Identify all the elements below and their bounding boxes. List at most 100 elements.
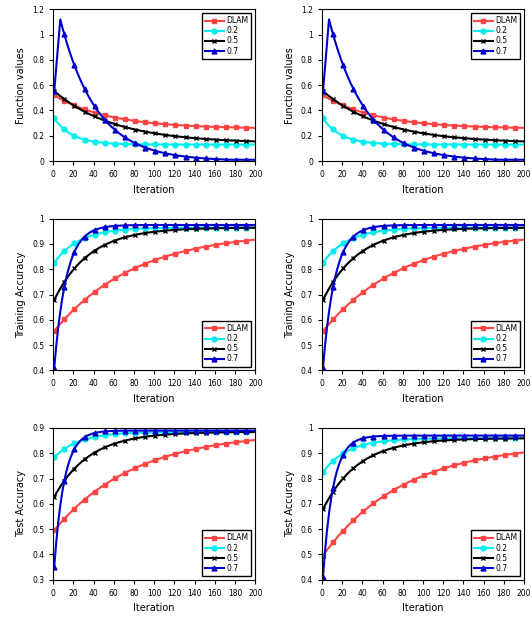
0.7 bbox=[51, 364, 57, 371]
0.5 bbox=[88, 451, 95, 458]
0.2 bbox=[252, 428, 259, 435]
Legend: DLAM, 0.2, 0.5, 0.7: DLAM, 0.2, 0.5, 0.7 bbox=[471, 13, 520, 59]
0.2 bbox=[504, 435, 510, 442]
DLAM bbox=[504, 124, 510, 131]
0.2 bbox=[105, 228, 111, 236]
0.7 bbox=[242, 221, 248, 229]
0.5 bbox=[51, 296, 57, 304]
DLAM bbox=[51, 92, 57, 99]
Legend: DLAM, 0.2, 0.5, 0.7: DLAM, 0.2, 0.5, 0.7 bbox=[202, 13, 252, 59]
0.7 bbox=[328, 495, 334, 503]
0.2 bbox=[51, 454, 57, 461]
0.5 bbox=[51, 87, 57, 95]
0.2 bbox=[332, 456, 338, 463]
0.5 bbox=[59, 94, 65, 101]
0.7 bbox=[105, 223, 111, 231]
Line: 0.5: 0.5 bbox=[321, 436, 527, 511]
0.2 bbox=[504, 141, 510, 148]
DLAM bbox=[88, 290, 95, 298]
0.5 bbox=[242, 224, 248, 231]
0.5 bbox=[252, 138, 259, 145]
0.5 bbox=[105, 240, 111, 247]
0.5 bbox=[332, 97, 338, 104]
0.7 bbox=[506, 156, 512, 164]
0.7 bbox=[57, 16, 63, 23]
0.2 bbox=[328, 249, 334, 257]
0.7 bbox=[521, 432, 527, 440]
Legend: DLAM, 0.2, 0.5, 0.7: DLAM, 0.2, 0.5, 0.7 bbox=[202, 321, 252, 366]
0.5 bbox=[242, 138, 248, 145]
0.2 bbox=[373, 140, 380, 147]
0.5 bbox=[51, 493, 57, 500]
DLAM bbox=[328, 318, 334, 326]
DLAM bbox=[521, 449, 527, 456]
Line: 0.7: 0.7 bbox=[321, 17, 527, 162]
Line: 0.5: 0.5 bbox=[52, 225, 257, 303]
0.2 bbox=[521, 141, 527, 148]
DLAM bbox=[357, 290, 363, 298]
DLAM bbox=[357, 510, 363, 518]
0.5 bbox=[235, 428, 242, 436]
0.7 bbox=[521, 156, 527, 164]
DLAM bbox=[63, 314, 70, 321]
Legend: DLAM, 0.2, 0.5, 0.7: DLAM, 0.2, 0.5, 0.7 bbox=[471, 530, 520, 576]
0.5 bbox=[105, 118, 111, 125]
0.7 bbox=[237, 156, 243, 164]
0.7 bbox=[228, 156, 234, 164]
0.5 bbox=[373, 118, 380, 125]
0.5 bbox=[63, 474, 70, 482]
Line: 0.5: 0.5 bbox=[321, 89, 527, 144]
X-axis label: Iteration: Iteration bbox=[402, 603, 444, 613]
DLAM bbox=[320, 552, 326, 559]
0.7 bbox=[59, 294, 65, 302]
DLAM bbox=[332, 314, 338, 321]
0.7 bbox=[252, 221, 259, 229]
0.7 bbox=[373, 433, 380, 440]
0.2 bbox=[521, 435, 527, 442]
0.2 bbox=[320, 259, 326, 267]
DLAM bbox=[51, 327, 57, 335]
Line: 0.7: 0.7 bbox=[321, 223, 527, 370]
0.7 bbox=[320, 364, 326, 371]
Line: 0.7: 0.7 bbox=[52, 17, 257, 162]
DLAM bbox=[105, 479, 111, 486]
Line: 0.5: 0.5 bbox=[52, 89, 257, 144]
DLAM bbox=[252, 436, 259, 444]
0.7 bbox=[242, 427, 248, 434]
0.5 bbox=[504, 137, 510, 144]
DLAM bbox=[328, 96, 334, 104]
0.2 bbox=[105, 431, 111, 438]
DLAM bbox=[320, 327, 326, 335]
0.2 bbox=[88, 138, 95, 145]
0.2 bbox=[59, 124, 65, 131]
DLAM bbox=[105, 112, 111, 120]
DLAM bbox=[357, 108, 363, 115]
0.5 bbox=[521, 224, 527, 231]
0.7 bbox=[357, 228, 363, 235]
0.2 bbox=[235, 141, 242, 148]
DLAM bbox=[332, 536, 338, 544]
0.2 bbox=[252, 141, 259, 148]
0.5 bbox=[511, 435, 517, 442]
0.7 bbox=[332, 274, 338, 281]
0.7 bbox=[326, 16, 332, 23]
0.2 bbox=[63, 444, 70, 451]
DLAM bbox=[242, 124, 248, 131]
0.7 bbox=[252, 156, 259, 164]
0.5 bbox=[357, 459, 363, 467]
0.5 bbox=[373, 450, 380, 458]
0.5 bbox=[357, 112, 363, 119]
0.2 bbox=[63, 246, 70, 253]
DLAM bbox=[59, 517, 65, 525]
X-axis label: Iteration: Iteration bbox=[134, 603, 175, 613]
DLAM bbox=[63, 513, 70, 520]
0.5 bbox=[357, 249, 363, 257]
0.2 bbox=[332, 127, 338, 135]
0.7 bbox=[504, 221, 510, 229]
DLAM bbox=[328, 541, 334, 549]
0.7 bbox=[88, 430, 95, 438]
0.2 bbox=[373, 438, 380, 446]
Line: 0.5: 0.5 bbox=[52, 430, 257, 499]
0.5 bbox=[235, 224, 242, 232]
0.5 bbox=[252, 224, 259, 231]
